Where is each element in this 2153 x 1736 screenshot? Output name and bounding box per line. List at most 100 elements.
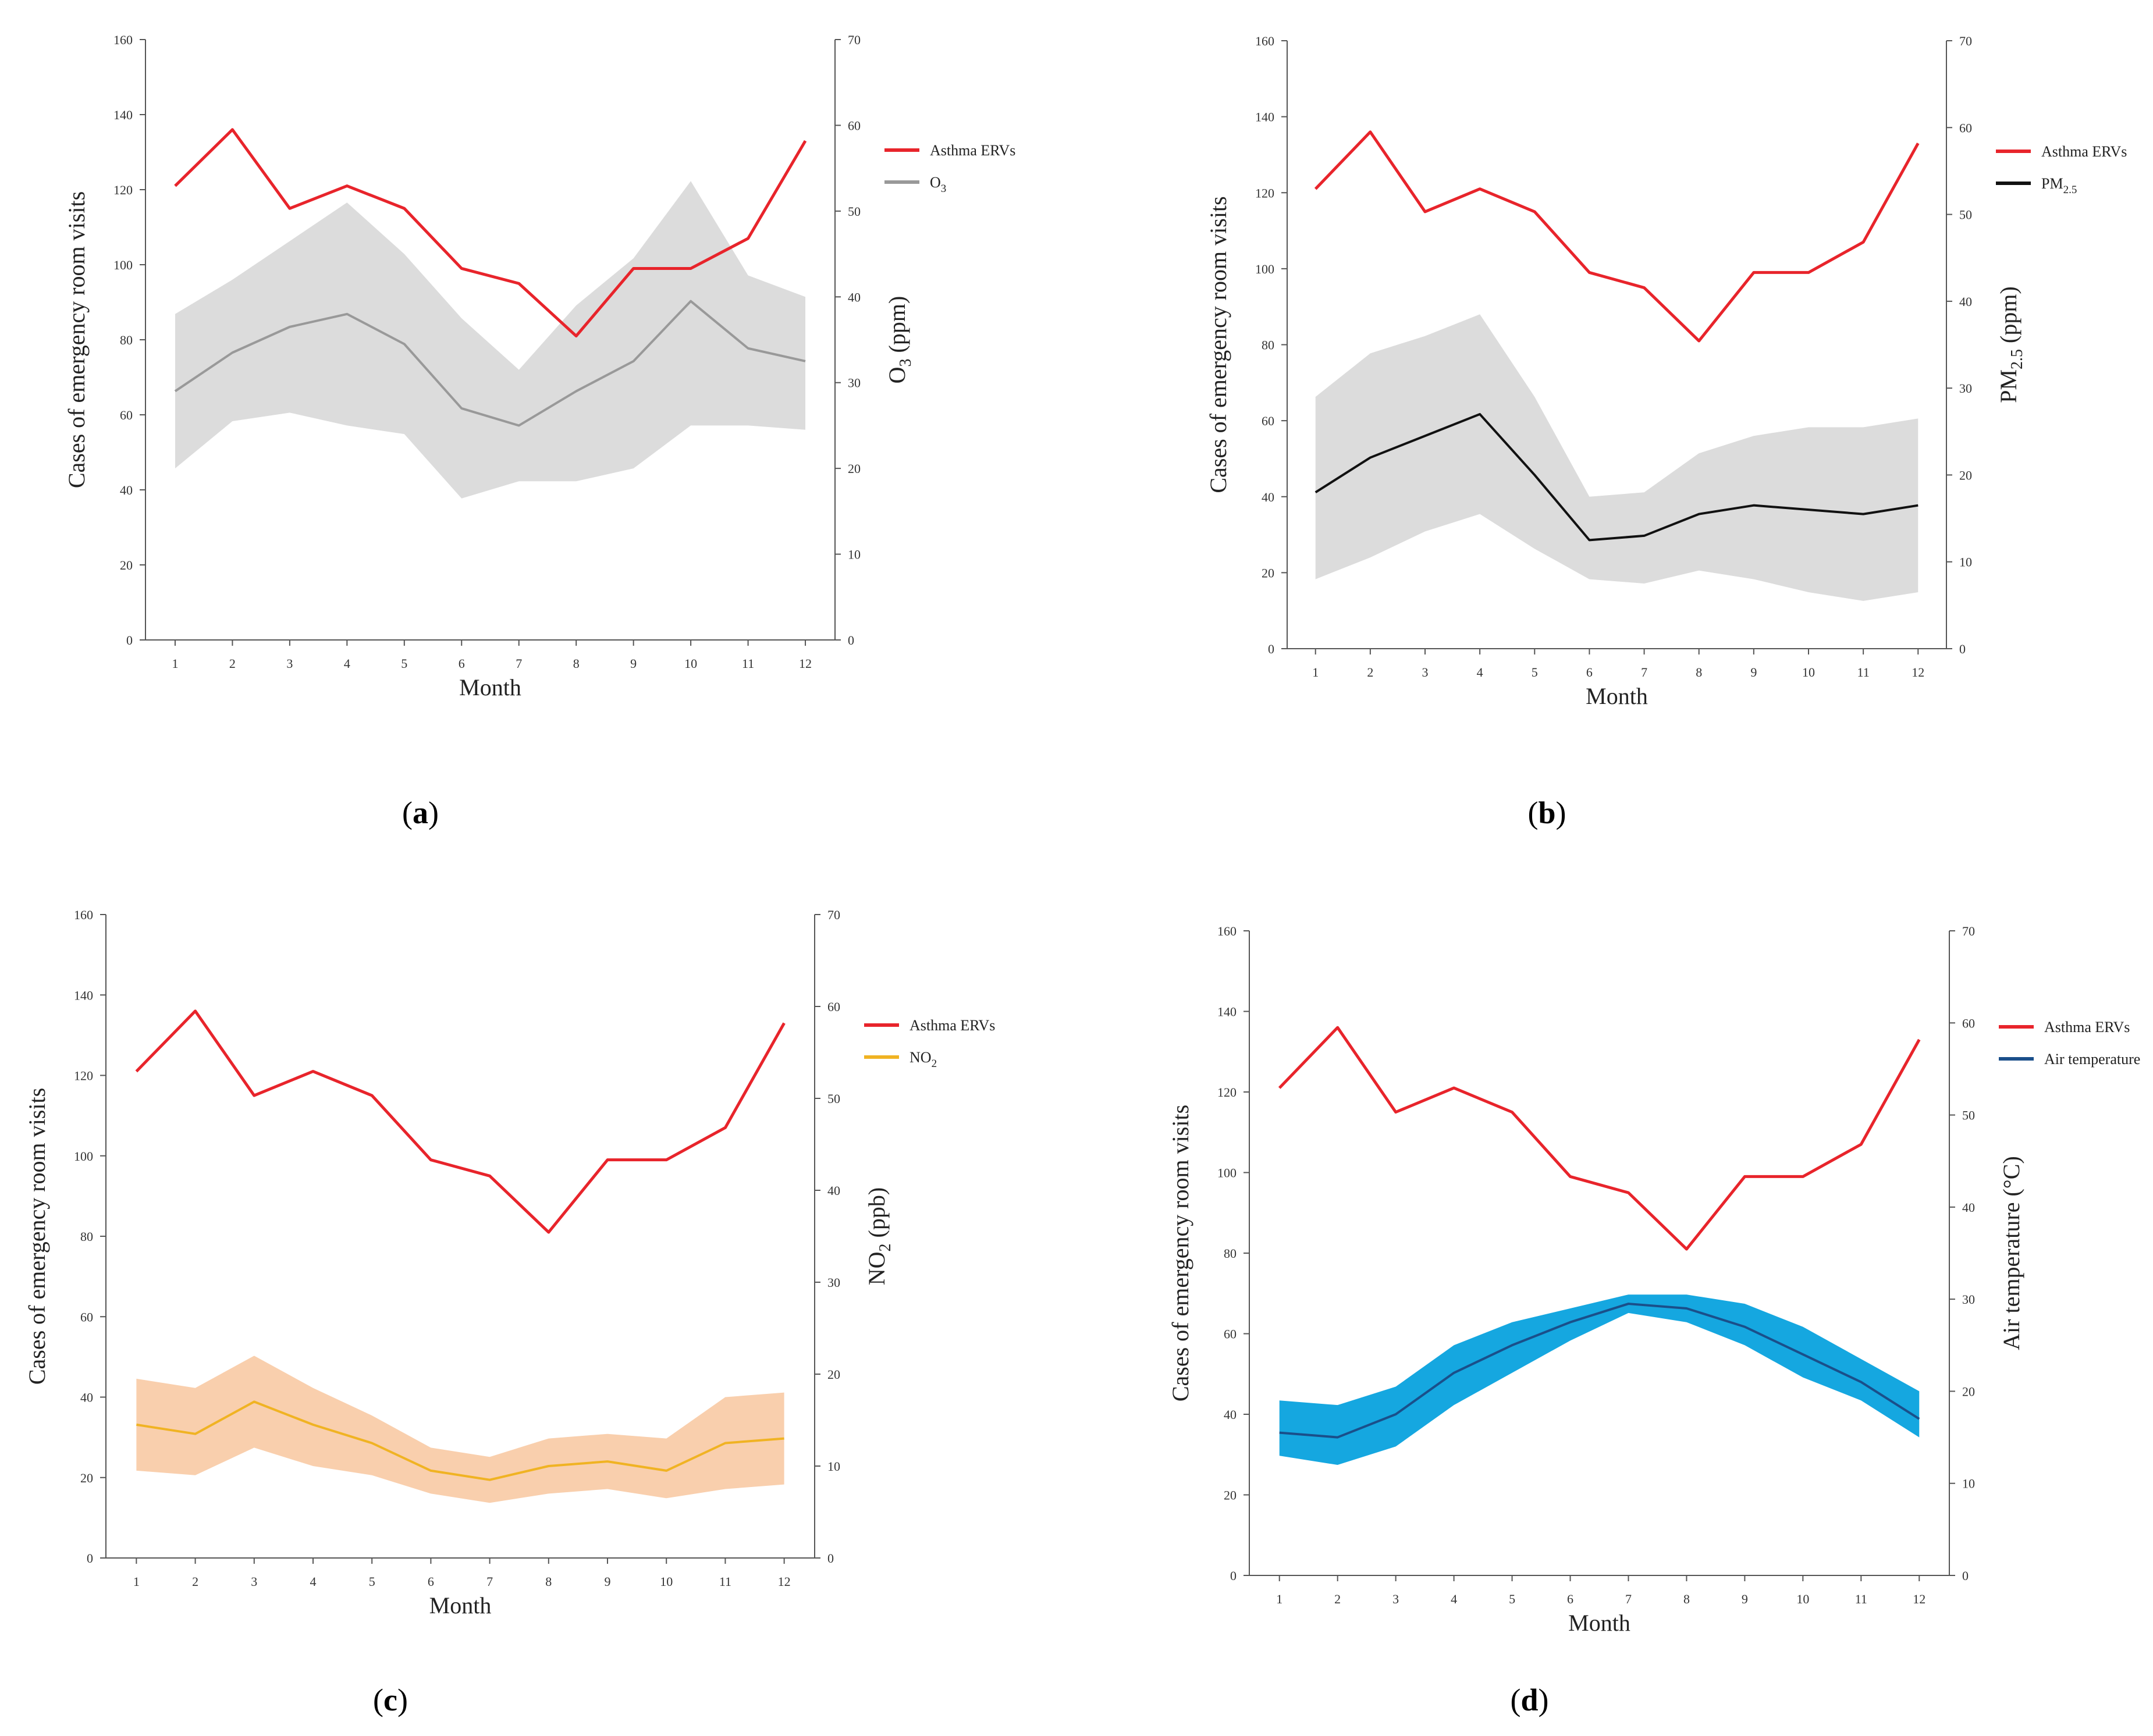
right-tick-label: 30: [1959, 381, 1972, 396]
left-tick-label: 160: [74, 908, 93, 922]
left-tick-label: 140: [113, 108, 133, 122]
series-line-1: [1279, 1303, 1920, 1439]
left-axis-label: Cases of emergency room visits: [24, 1088, 50, 1385]
right-tick-label: 20: [848, 461, 861, 476]
left-tick-label: 60: [120, 408, 133, 422]
left-tick-label: 100: [1255, 262, 1274, 276]
left-tick-label: 0: [87, 1551, 93, 1566]
left-tick-label: 120: [1217, 1085, 1237, 1100]
left-tick-label: 0: [1268, 642, 1274, 656]
left-tick-label: 160: [113, 33, 133, 47]
x-tick-label: 5: [1509, 1592, 1515, 1606]
series-line-0: [174, 128, 807, 338]
left-tick-label: 40: [120, 483, 133, 497]
right-axis-label-unit: (ppm): [884, 296, 910, 359]
right-tick-label: 70: [827, 908, 840, 922]
left-tick-label: 140: [1255, 110, 1274, 124]
left-tick-label: 100: [113, 258, 133, 272]
x-tick-label: 10: [684, 656, 697, 671]
left-tick-label: 80: [80, 1229, 93, 1244]
x-tick-label: 3: [286, 656, 293, 671]
x-tick-label: 9: [1750, 665, 1757, 680]
legend-label-subscript: 2: [932, 1058, 937, 1070]
right-tick-label: 0: [1962, 1568, 1969, 1583]
series-line-1: [1314, 412, 1918, 542]
right-tick-label: 60: [848, 118, 861, 133]
series-line-0: [1278, 1026, 1921, 1251]
x-tick-label: 7: [1641, 665, 1647, 680]
legend-label-0: Asthma ERVs: [2041, 143, 2127, 160]
x-tick-label: 12: [1912, 665, 1924, 680]
panel-label-open: (: [373, 1682, 383, 1717]
left-tick-label: 140: [74, 988, 93, 1002]
right-tick-label: 30: [827, 1275, 840, 1290]
left-tick-label: 60: [1224, 1327, 1237, 1342]
right-tick-label: 40: [827, 1183, 840, 1198]
x-tick-label: 2: [192, 1574, 198, 1589]
x-tick-label: 10: [660, 1574, 673, 1589]
x-tick-label: 4: [1451, 1592, 1457, 1606]
left-tick-label: 120: [113, 183, 133, 197]
series-line-0: [135, 1009, 786, 1234]
x-tick-label: 5: [1532, 665, 1538, 680]
x-tick-label: 10: [1802, 665, 1815, 680]
x-tick-label: 7: [516, 656, 522, 671]
right-axis-label-subscript: 3: [897, 358, 915, 367]
x-tick-label: 7: [1625, 1592, 1632, 1606]
series-band-1: [175, 181, 806, 499]
legend-label-main: Asthma ERVs: [2044, 1019, 2130, 1036]
left-tick-label: 100: [1217, 1166, 1237, 1180]
series-line-1: [174, 300, 806, 427]
legend-label-main: NO: [909, 1049, 932, 1066]
x-tick-label: 4: [344, 656, 350, 671]
right-tick-label: 40: [1962, 1200, 1975, 1215]
x-tick-label: 6: [1586, 665, 1593, 680]
x-tick-label: 6: [1567, 1592, 1573, 1606]
panel-label-open: (: [1510, 1682, 1520, 1717]
left-axis-label: Cases of emergency room visits: [63, 191, 90, 488]
series-line-0: [1314, 130, 1920, 343]
x-tick-label: 11: [719, 1574, 731, 1589]
x-axis-label: Month: [1568, 1610, 1630, 1636]
x-tick-label: 2: [1367, 665, 1373, 680]
panel-label-close: ): [1556, 795, 1566, 830]
x-tick-label: 6: [459, 656, 465, 671]
x-tick-label: 8: [1696, 665, 1702, 680]
right-axis-label: O3 (ppm): [884, 296, 915, 384]
x-tick-label: 11: [1855, 1592, 1867, 1606]
panel-label-a: (a): [402, 795, 439, 830]
left-tick-label: 40: [1224, 1407, 1237, 1422]
right-tick-label: 60: [1962, 1016, 1975, 1030]
panel-label-open: (: [402, 795, 413, 830]
left-tick-label: 160: [1255, 34, 1274, 48]
legend-label-main: Asthma ERVs: [909, 1017, 995, 1034]
x-tick-label: 6: [428, 1574, 434, 1589]
left-axis-label: Cases of emergency room visits: [1205, 196, 1231, 493]
legend-label-main: PM: [2041, 175, 2063, 192]
right-tick-label: 50: [848, 204, 861, 219]
x-tick-label: 12: [799, 656, 812, 671]
right-tick-label: 0: [1959, 642, 1966, 656]
x-tick-label: 3: [251, 1574, 257, 1589]
legend-label-1: PM2.5: [2041, 175, 2077, 196]
panel-label-letter: b: [1538, 795, 1555, 830]
legend-label-0: Asthma ERVs: [930, 142, 1015, 159]
legend-label-0: Asthma ERVs: [909, 1017, 995, 1034]
left-tick-label: 100: [74, 1149, 93, 1164]
x-tick-label: 5: [369, 1574, 375, 1589]
right-tick-label: 50: [827, 1091, 840, 1106]
x-axis-label: Month: [429, 1592, 492, 1618]
panel-label-close: ): [428, 795, 439, 830]
x-tick-label: 1: [1312, 665, 1319, 680]
right-tick-label: 10: [1959, 555, 1972, 570]
x-tick-label: 4: [1477, 665, 1483, 680]
x-tick-label: 9: [605, 1574, 611, 1589]
x-tick-label: 1: [172, 656, 178, 671]
x-axis-label: Month: [459, 674, 521, 700]
x-tick-label: 8: [1683, 1592, 1690, 1606]
left-tick-label: 0: [1230, 1568, 1237, 1583]
right-axis-label-subscript: 2: [876, 1243, 894, 1251]
